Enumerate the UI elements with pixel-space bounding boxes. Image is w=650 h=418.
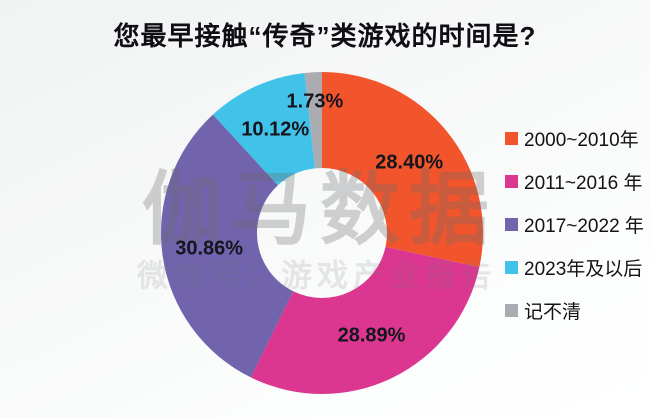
chart-legend: 2000~2010年 2011~2016 年 2017~2022 年 2023年及以后…	[505, 117, 644, 332]
donut-slice-4	[304, 71, 322, 169]
legend-item-4: 记不清	[505, 289, 644, 332]
legend-label: 2000~2010年	[524, 130, 639, 151]
slice-value-label-3: 10.12%	[241, 118, 310, 141]
legend-label: 记不清	[524, 302, 582, 323]
slice-value-label-2: 30.86%	[175, 237, 244, 260]
chart-title: 您最早接触“传奇”类游戏的时间是?	[113, 21, 537, 51]
legend-item-3: 2023年及以后	[505, 246, 644, 289]
donut-slice-3	[212, 72, 315, 186]
slice-value-label-4: 1.73%	[286, 90, 344, 113]
legend-item-0: 2000~2010年	[505, 117, 644, 160]
legend-color-swatch	[505, 304, 518, 317]
donut-slice-2	[161, 114, 294, 378]
legend-label: 2017~2022 年	[524, 216, 644, 237]
slice-value-label-1: 28.89%	[337, 324, 406, 347]
slice-value-label-0: 28.40%	[375, 151, 444, 174]
donut-slice-0	[322, 72, 483, 268]
legend-color-swatch	[505, 261, 518, 274]
legend-color-swatch	[505, 132, 518, 145]
legend-color-swatch	[505, 175, 518, 188]
donut-slice-1	[250, 246, 480, 394]
legend-item-2: 2017~2022 年	[505, 203, 644, 246]
legend-label: 2023年及以后	[524, 259, 643, 280]
legend-color-swatch	[505, 218, 518, 231]
legend-label: 2011~2016 年	[524, 173, 643, 194]
legend-item-1: 2011~2016 年	[505, 160, 644, 203]
